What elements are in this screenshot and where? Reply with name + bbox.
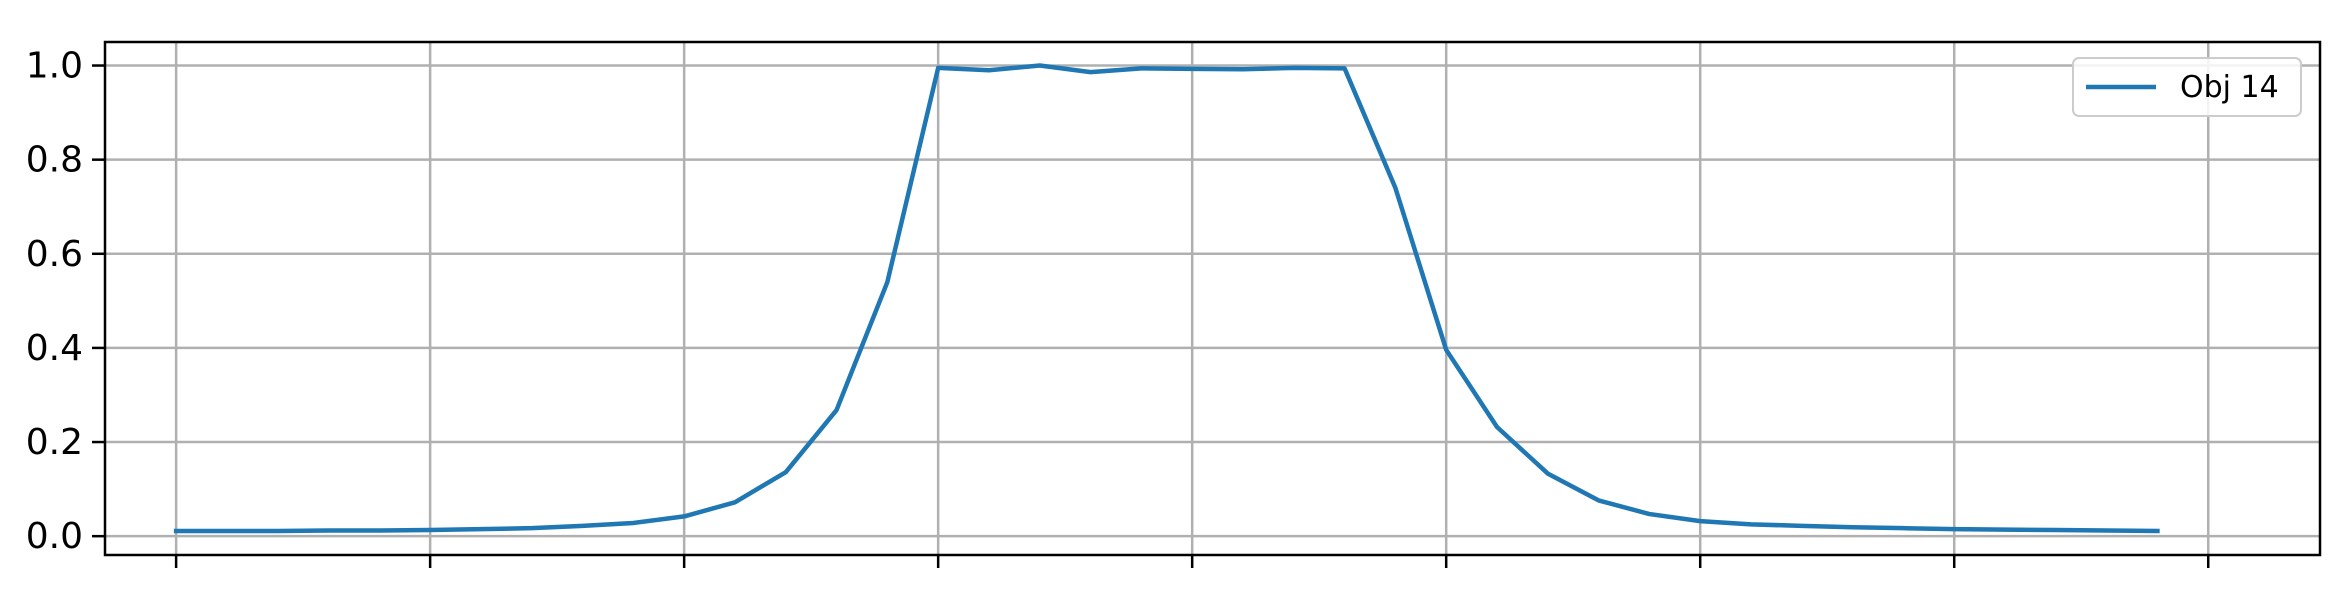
y-tick-label: 0.0 — [26, 516, 83, 557]
y-tick-label: 1.0 — [26, 46, 83, 87]
series-line-obj-14 — [173, 63, 2160, 534]
y-tick-label: 0.2 — [26, 422, 83, 463]
grid — [105, 42, 2320, 555]
series-layer — [173, 63, 2160, 534]
legend-box — [2072, 57, 2302, 117]
legend-label-obj-14: Obj 14 — [2180, 70, 2279, 105]
y-tick-label: 0.8 — [26, 140, 83, 181]
y-tick-label: 0.4 — [26, 328, 83, 369]
y-tick-label: 0.6 — [26, 234, 83, 275]
axis-ticks: 0.0 0.2 0.4 0.6 0.8 1.0 — [26, 46, 2210, 568]
plot-frame — [103, 40, 2322, 557]
legend: Obj 14 — [2072, 57, 2302, 117]
